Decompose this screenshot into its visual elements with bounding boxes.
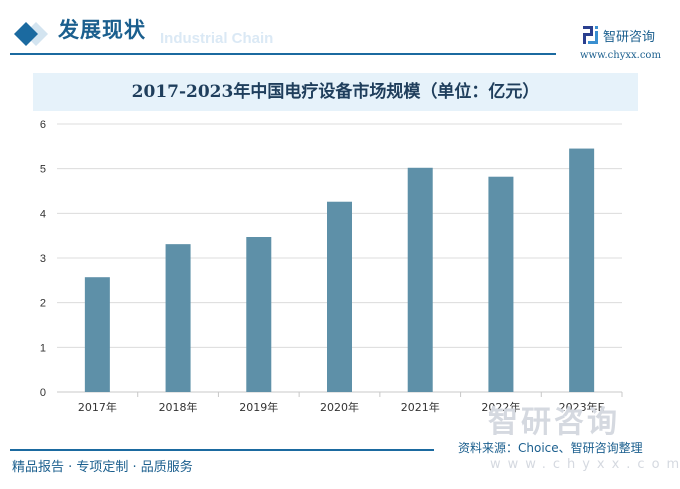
- header-divider: [10, 53, 556, 55]
- logo-icon: [583, 26, 598, 44]
- bar-2022年: [488, 176, 514, 392]
- y-tick-label: 5: [40, 164, 46, 176]
- bar-2020年: [327, 201, 352, 392]
- y-tick-label: 3: [40, 253, 46, 265]
- y-tick-label: 4: [40, 208, 46, 220]
- bar-2021年: [407, 167, 433, 392]
- x-tick-label: 2020年: [320, 400, 359, 414]
- bar-2017年: [84, 277, 110, 392]
- footer-watermark-url: www.chyxx.com: [490, 457, 680, 472]
- x-tick-label: 2017年: [78, 400, 117, 414]
- source-note: 资料来源：Choice、智研咨询整理: [458, 441, 643, 455]
- y-tick-label: 2: [40, 298, 46, 310]
- diamond-icon: [14, 22, 48, 46]
- y-tick-label: 0: [40, 387, 46, 399]
- logo-url: www.chyxx.com: [580, 50, 661, 61]
- footer-watermark: 智研咨询: [488, 405, 620, 440]
- x-tick-label: 2019年: [239, 400, 278, 414]
- logo-text: 智研咨询: [603, 30, 656, 45]
- chart-title: 2017-2023年中国电疗设备市场规模（单位：亿元）: [33, 73, 638, 111]
- section-title: 发展现状: [58, 18, 146, 42]
- footer-slogan: 精品报告 · 专项定制 · 品质服务: [12, 460, 193, 475]
- bar-2018年: [165, 244, 191, 392]
- x-tick-label: 2018年: [159, 400, 198, 414]
- bar-chart: 0 1 2 3 4 5 6 2017年 2018年 2019年 2020年 2021年 2022年 202…: [40, 119, 623, 414]
- x-tick-label: 2023年E: [559, 400, 605, 414]
- x-tick-label: 2022年: [481, 400, 520, 414]
- y-tick-label: 6: [40, 119, 46, 131]
- y-tick-label: 1: [40, 342, 46, 354]
- bar-2023年E: [569, 148, 595, 392]
- bar-2019年: [246, 237, 272, 392]
- x-tick-label: 2021年: [401, 400, 440, 414]
- header-watermark: Industrial Chain: [160, 30, 274, 47]
- footer-divider: [10, 449, 434, 451]
